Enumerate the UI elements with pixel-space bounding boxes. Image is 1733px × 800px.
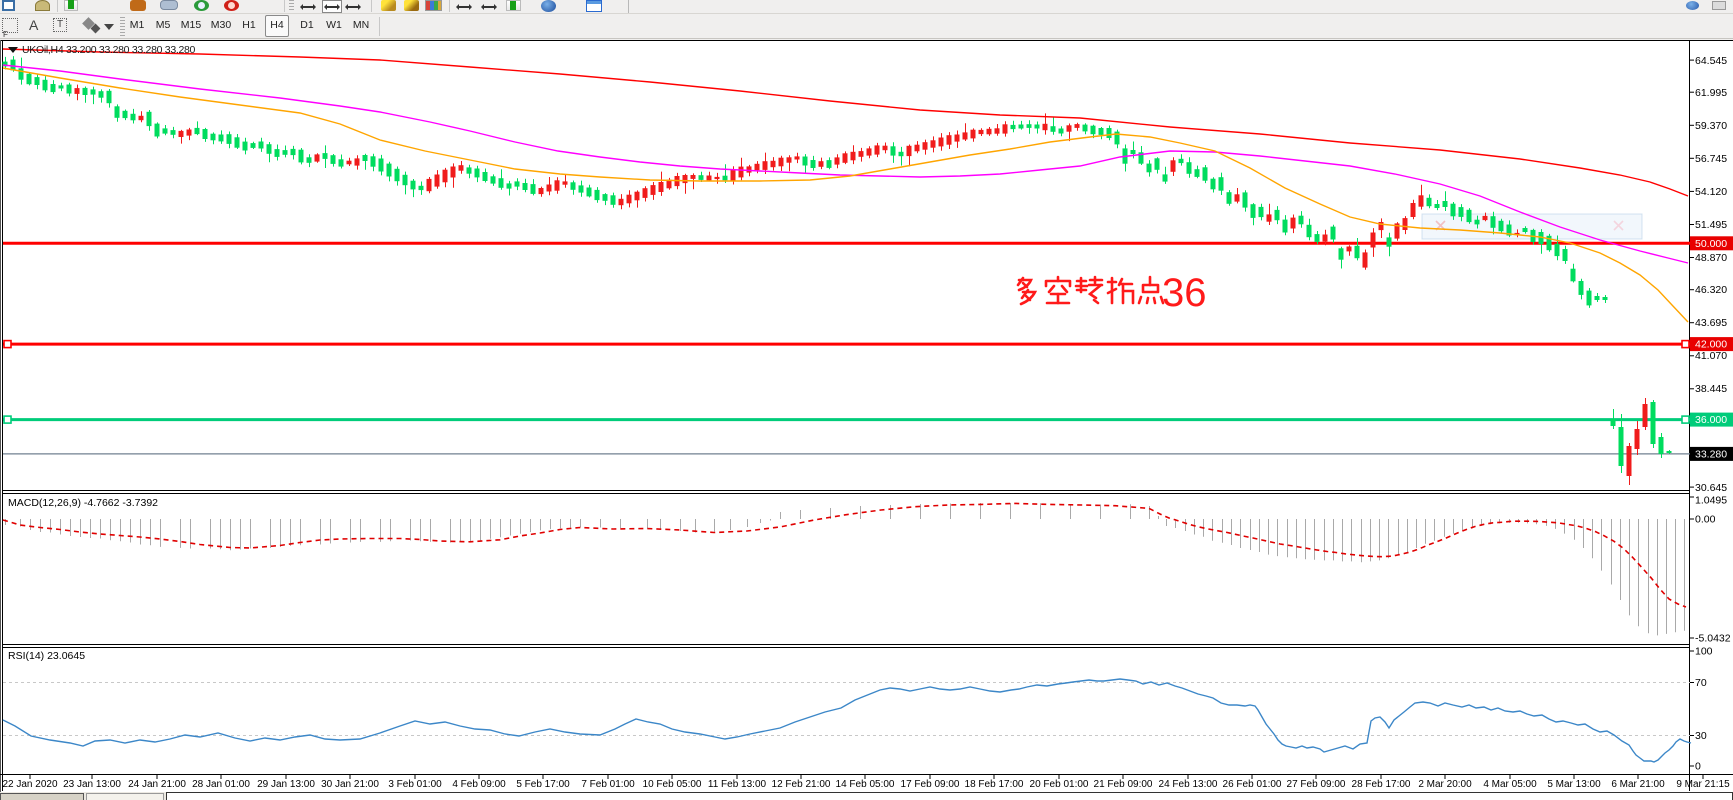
svg-text:51.495: 51.495 bbox=[1695, 219, 1727, 231]
svg-text:2 Mar 20:00: 2 Mar 20:00 bbox=[1418, 779, 1472, 790]
svg-text:56.745: 56.745 bbox=[1695, 153, 1727, 165]
svg-text:38.445: 38.445 bbox=[1695, 383, 1727, 395]
svg-text:42.000: 42.000 bbox=[1695, 339, 1727, 351]
svg-text:22 Jan 2020: 22 Jan 2020 bbox=[2, 779, 57, 790]
svg-text:20 Feb 01:00: 20 Feb 01:00 bbox=[1030, 779, 1089, 790]
svg-text:70: 70 bbox=[1695, 677, 1707, 689]
svg-text:14 Feb 05:00: 14 Feb 05:00 bbox=[836, 779, 895, 790]
svg-text:17 Feb 09:00: 17 Feb 09:00 bbox=[901, 779, 960, 790]
svg-text:-5.0432: -5.0432 bbox=[1695, 633, 1731, 645]
svg-text:48.870: 48.870 bbox=[1695, 252, 1727, 264]
svg-text:46.320: 46.320 bbox=[1695, 284, 1727, 296]
svg-text:30.645: 30.645 bbox=[1695, 482, 1727, 494]
svg-text:UKOil,H4 33.200 33.280 33.280: UKOil,H4 33.200 33.280 33.280 33.280 bbox=[22, 44, 196, 56]
svg-text:23 Jan 13:00: 23 Jan 13:00 bbox=[63, 779, 121, 790]
svg-text:12 Feb 21:00: 12 Feb 21:00 bbox=[772, 779, 831, 790]
svg-text:43.695: 43.695 bbox=[1695, 317, 1727, 329]
svg-text:24 Jan 21:00: 24 Jan 21:00 bbox=[128, 779, 186, 790]
svg-text:11 Feb 13:00: 11 Feb 13:00 bbox=[708, 779, 767, 790]
svg-text:30: 30 bbox=[1695, 730, 1707, 742]
svg-text:54.120: 54.120 bbox=[1695, 186, 1727, 198]
svg-text:41.070: 41.070 bbox=[1695, 350, 1727, 362]
svg-text:MACD(12,26,9) -4.7662 -3.7392: MACD(12,26,9) -4.7662 -3.7392 bbox=[8, 497, 158, 509]
svg-text:28 Jan 01:00: 28 Jan 01:00 bbox=[192, 779, 250, 790]
svg-text:100: 100 bbox=[1695, 646, 1713, 658]
svg-text:9 Mar 21:15: 9 Mar 21:15 bbox=[1676, 779, 1730, 790]
svg-text:5 Mar 13:00: 5 Mar 13:00 bbox=[1547, 779, 1601, 790]
svg-text:10 Feb 05:00: 10 Feb 05:00 bbox=[643, 779, 702, 790]
svg-text:1.0495: 1.0495 bbox=[1695, 495, 1727, 507]
svg-text:61.995: 61.995 bbox=[1695, 87, 1727, 99]
svg-text:4 Mar 05:00: 4 Mar 05:00 bbox=[1483, 779, 1537, 790]
svg-text:0: 0 bbox=[1695, 761, 1701, 773]
svg-text:7 Feb 01:00: 7 Feb 01:00 bbox=[581, 779, 635, 790]
svg-text:50.000: 50.000 bbox=[1695, 238, 1727, 250]
svg-text:27 Feb 09:00: 27 Feb 09:00 bbox=[1287, 779, 1346, 790]
svg-text:18 Feb 17:00: 18 Feb 17:00 bbox=[965, 779, 1024, 790]
svg-text:3 Feb 01:00: 3 Feb 01:00 bbox=[388, 779, 442, 790]
svg-text:4 Feb 09:00: 4 Feb 09:00 bbox=[452, 779, 506, 790]
svg-text:30 Jan 21:00: 30 Jan 21:00 bbox=[321, 779, 379, 790]
svg-text:36.000: 36.000 bbox=[1695, 414, 1727, 426]
svg-text:36: 36 bbox=[1162, 271, 1207, 315]
svg-text:33.280: 33.280 bbox=[1695, 448, 1727, 460]
svg-text:59.370: 59.370 bbox=[1695, 120, 1727, 132]
svg-text:26 Feb 01:00: 26 Feb 01:00 bbox=[1223, 779, 1282, 790]
svg-text:28 Feb 17:00: 28 Feb 17:00 bbox=[1352, 779, 1411, 790]
svg-text:24 Feb 13:00: 24 Feb 13:00 bbox=[1159, 779, 1218, 790]
svg-text:RSI(14) 23.0645: RSI(14) 23.0645 bbox=[8, 650, 85, 662]
svg-text:6 Mar 21:00: 6 Mar 21:00 bbox=[1611, 779, 1665, 790]
svg-text:0.00: 0.00 bbox=[1695, 514, 1716, 526]
svg-text:29 Jan 13:00: 29 Jan 13:00 bbox=[257, 779, 315, 790]
svg-text:5 Feb 17:00: 5 Feb 17:00 bbox=[516, 779, 570, 790]
svg-text:64.545: 64.545 bbox=[1695, 55, 1727, 67]
svg-text:21 Feb 09:00: 21 Feb 09:00 bbox=[1094, 779, 1153, 790]
